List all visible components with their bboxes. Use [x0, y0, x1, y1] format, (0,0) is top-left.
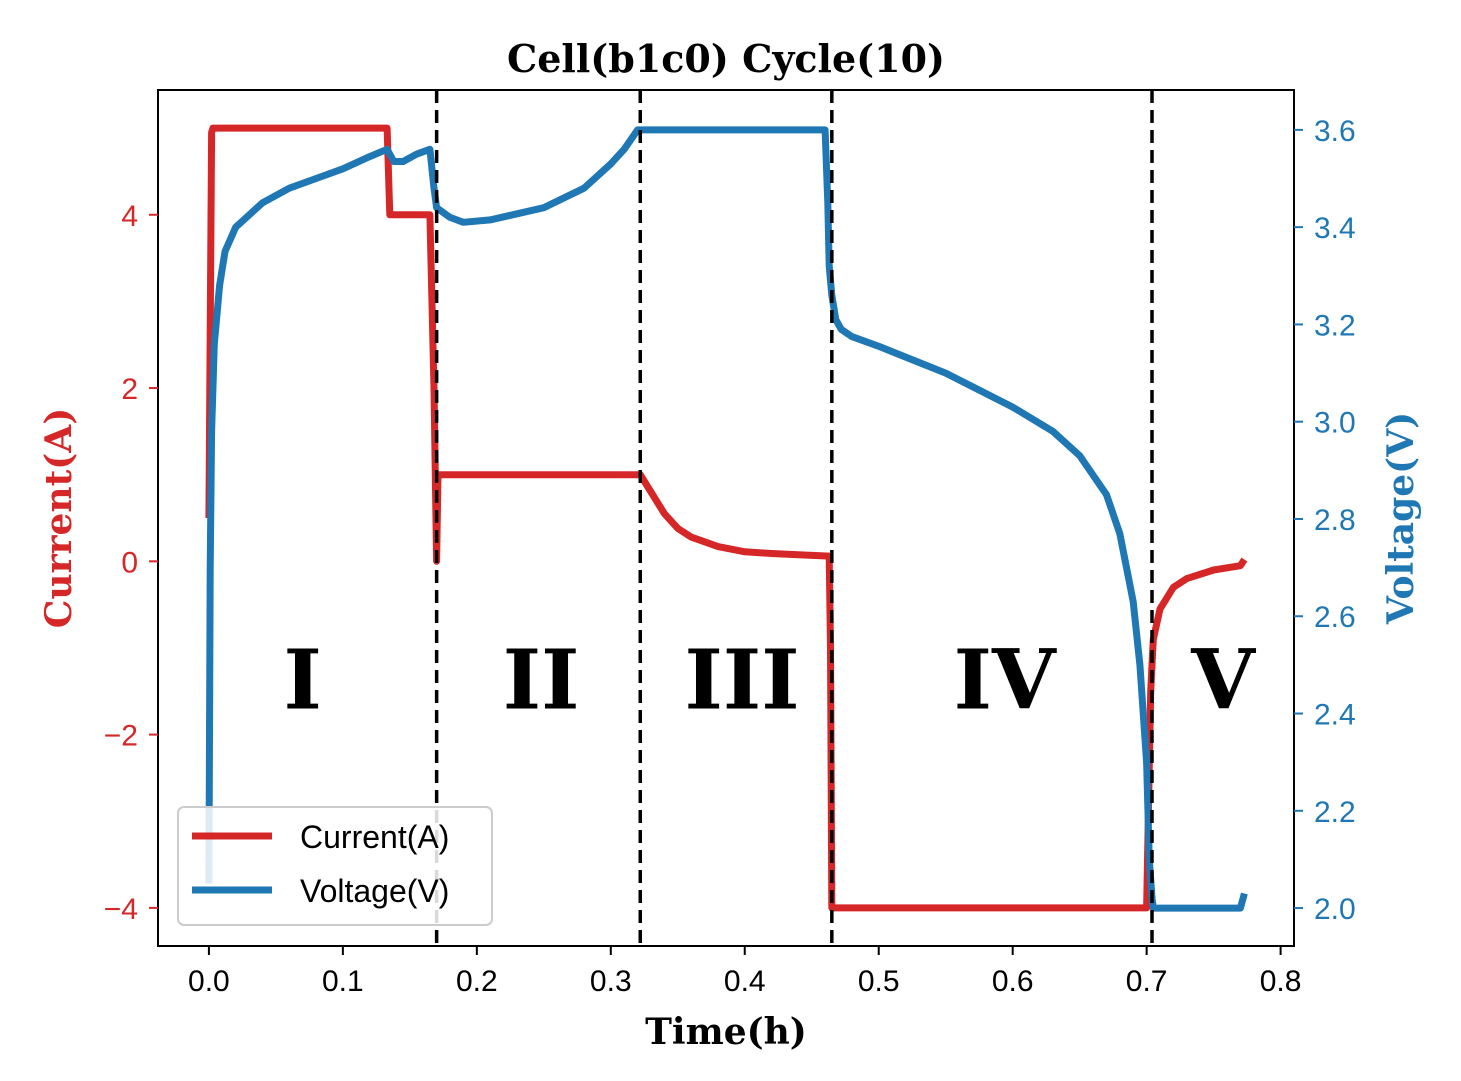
right-y-tick-label: 2.2	[1314, 796, 1356, 829]
right-y-tick-label: 3.2	[1314, 309, 1356, 342]
left-y-tick-label: 0	[121, 546, 138, 579]
right-y-axis: 2.0 2.2 2.4 2.6 2.8 3.0 3.2 3.4 3.6	[1294, 115, 1356, 926]
left-y-tick-label: 2	[121, 373, 138, 406]
region-label: III	[685, 633, 800, 729]
x-tick-label: 0.0	[188, 965, 230, 998]
region-label: II	[503, 633, 580, 729]
x-tick-label: 0.8	[1260, 965, 1302, 998]
chart-title: Cell(b1c0) Cycle(10)	[507, 36, 945, 81]
x-tick-label: 0.1	[322, 965, 364, 998]
region-label: V	[1190, 633, 1256, 729]
x-tick-label: 0.6	[992, 965, 1034, 998]
voltage-series-line	[205, 126, 1248, 912]
region-label: IV	[954, 633, 1057, 729]
plot-content: I II III IV V	[205, 90, 1256, 946]
right-y-tick-label: 3.6	[1314, 115, 1356, 148]
x-tick-label: 0.2	[456, 965, 498, 998]
left-y-axis: −4 −2 0 2 4	[104, 200, 158, 926]
left-y-tick-label: −4	[104, 893, 138, 926]
x-tick-label: 0.3	[590, 965, 632, 998]
x-axis: 0.0 0.1 0.2 0.3 0.4 0.5 0.6 0.7 0.8	[188, 946, 1301, 998]
left-y-tick-label: 4	[121, 200, 138, 233]
region-label: I	[283, 633, 321, 729]
right-y-tick-label: 2.6	[1314, 601, 1356, 634]
current-series-line	[205, 124, 1248, 912]
left-y-axis-label: Current(A)	[38, 408, 80, 628]
right-y-tick-label: 3.0	[1314, 407, 1356, 440]
right-y-tick-label: 2.4	[1314, 699, 1356, 732]
legend: Current(A) Voltage(V)	[177, 806, 493, 926]
legend-label-voltage: Voltage(V)	[300, 873, 449, 909]
x-tick-label: 0.7	[1126, 965, 1168, 998]
right-y-tick-label: 3.4	[1314, 212, 1356, 245]
x-axis-label: Time(h)	[645, 1011, 807, 1053]
right-y-tick-label: 2.8	[1314, 504, 1356, 537]
right-y-axis-label: Voltage(V)	[1380, 412, 1422, 625]
legend-label-current: Current(A)	[300, 819, 449, 855]
x-tick-label: 0.4	[724, 965, 766, 998]
left-y-tick-label: −2	[104, 720, 138, 753]
right-y-tick-label: 2.0	[1314, 893, 1356, 926]
x-tick-label: 0.5	[858, 965, 900, 998]
